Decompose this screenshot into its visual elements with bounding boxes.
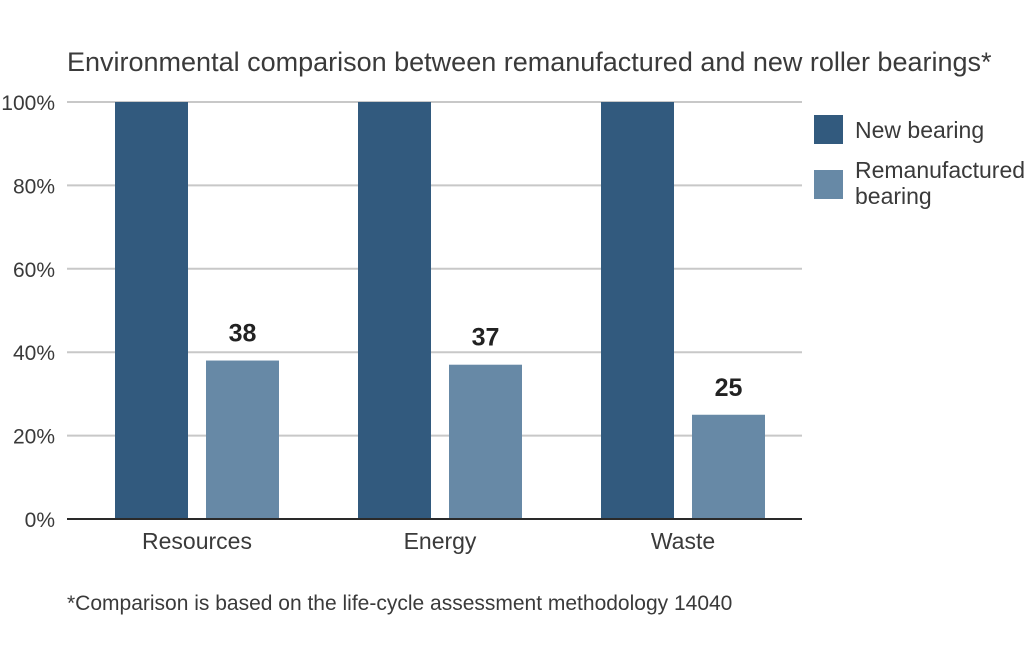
- bar-resources-series-0: [115, 102, 188, 519]
- legend-swatch: [814, 170, 843, 199]
- y-tick-label: 20%: [13, 426, 55, 449]
- bar-waste-series-1: [692, 414, 765, 519]
- bar-energy-series-0: [358, 102, 431, 519]
- y-tick-label: 60%: [13, 259, 55, 282]
- gridlines: [67, 101, 802, 437]
- x-tick-label: Energy: [404, 528, 477, 554]
- x-tick-label: Waste: [651, 528, 715, 554]
- data-label: 37: [472, 324, 500, 352]
- data-labels: 38 37 25: [229, 320, 743, 402]
- data-label: 25: [715, 374, 743, 402]
- x-tick-label: Resources: [142, 528, 252, 554]
- footnote: *Comparison is based on the life-cycle a…: [67, 592, 732, 615]
- y-tick-label: 100%: [1, 92, 55, 115]
- legend-label: Remanufactured bearing: [855, 157, 1024, 209]
- bar-waste-series-0: [601, 102, 674, 519]
- y-tick-label: 0%: [25, 509, 55, 532]
- legend-label: New bearing: [855, 117, 984, 143]
- y-axis-ticks: 0% 20% 40% 60% 80% 100%: [1, 92, 55, 532]
- bar-energy-series-1: [449, 364, 522, 519]
- x-axis-categories: Resources Energy Waste: [142, 528, 715, 554]
- data-label: 38: [229, 320, 257, 348]
- bar-resources-series-1: [206, 360, 279, 519]
- legend: New bearing Remanufactured bearing: [814, 115, 1024, 209]
- y-tick-label: 40%: [13, 342, 55, 365]
- bars: [115, 102, 765, 519]
- legend-swatch: [814, 115, 843, 144]
- chart-title: Environmental comparison between remanuf…: [67, 47, 992, 77]
- y-tick-label: 80%: [13, 175, 55, 198]
